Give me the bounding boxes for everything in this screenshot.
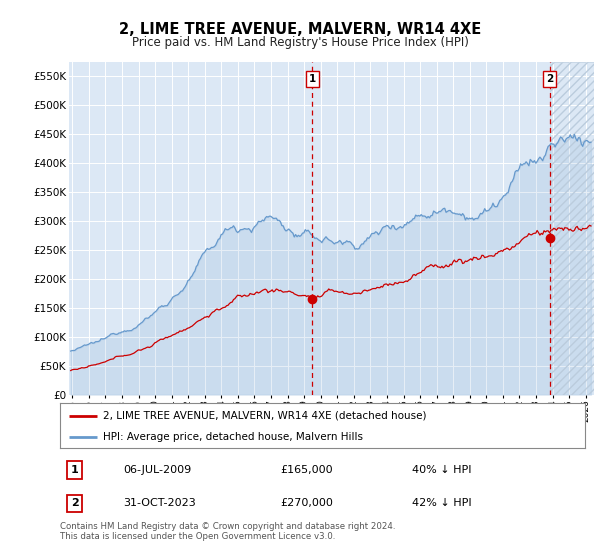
Text: 31-OCT-2023: 31-OCT-2023 bbox=[123, 498, 196, 508]
Text: Contains HM Land Registry data © Crown copyright and database right 2024.
This d: Contains HM Land Registry data © Crown c… bbox=[60, 522, 395, 542]
Text: 2: 2 bbox=[546, 74, 553, 84]
Text: 40% ↓ HPI: 40% ↓ HPI bbox=[412, 465, 471, 475]
Text: 2, LIME TREE AVENUE, MALVERN, WR14 4XE (detached house): 2, LIME TREE AVENUE, MALVERN, WR14 4XE (… bbox=[103, 410, 427, 421]
Text: 06-JUL-2009: 06-JUL-2009 bbox=[123, 465, 191, 475]
Text: 2, LIME TREE AVENUE, MALVERN, WR14 4XE: 2, LIME TREE AVENUE, MALVERN, WR14 4XE bbox=[119, 22, 481, 38]
Text: 1: 1 bbox=[71, 465, 79, 475]
Text: 2: 2 bbox=[71, 498, 79, 508]
Text: £270,000: £270,000 bbox=[281, 498, 334, 508]
Text: 1: 1 bbox=[309, 74, 316, 84]
Text: 42% ↓ HPI: 42% ↓ HPI bbox=[412, 498, 472, 508]
Text: £165,000: £165,000 bbox=[281, 465, 333, 475]
Text: Price paid vs. HM Land Registry's House Price Index (HPI): Price paid vs. HM Land Registry's House … bbox=[131, 36, 469, 49]
Text: HPI: Average price, detached house, Malvern Hills: HPI: Average price, detached house, Malv… bbox=[103, 432, 363, 442]
